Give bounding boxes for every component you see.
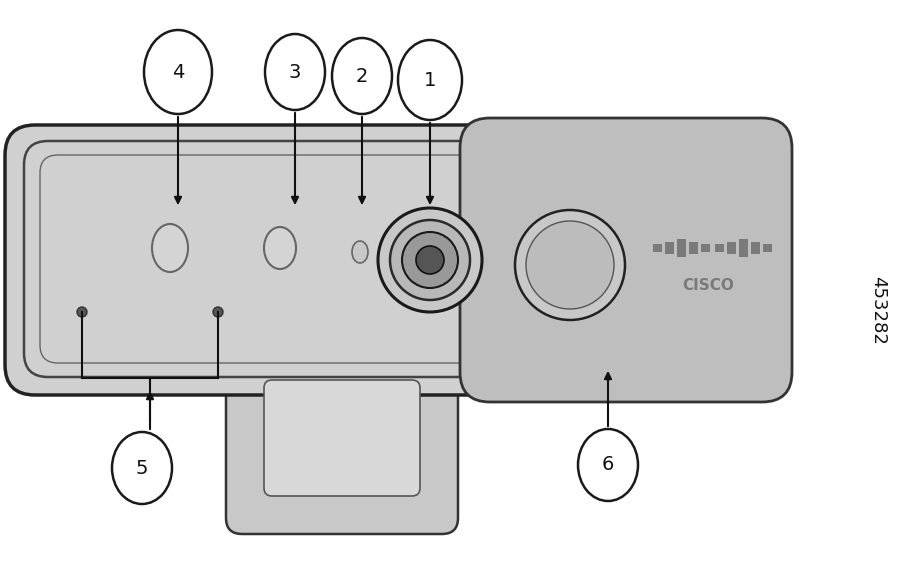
Bar [751,242,760,254]
FancyBboxPatch shape [226,344,458,534]
Circle shape [378,208,482,312]
Text: 453282: 453282 [869,275,887,345]
Text: 4: 4 [172,62,185,81]
Text: 2: 2 [356,66,368,85]
Circle shape [213,307,223,317]
Ellipse shape [398,40,462,120]
Bar [677,239,686,257]
Text: 3: 3 [289,62,301,81]
Circle shape [390,220,470,300]
Ellipse shape [264,227,296,269]
Ellipse shape [112,432,172,504]
Ellipse shape [265,34,325,110]
FancyBboxPatch shape [264,380,420,496]
Text: 5: 5 [136,459,148,478]
Text: 6: 6 [602,455,614,474]
Ellipse shape [332,38,392,114]
Circle shape [526,221,614,309]
FancyBboxPatch shape [460,118,792,402]
Bar [763,244,772,252]
Ellipse shape [152,224,188,272]
Bar [653,244,662,252]
Bar [739,239,748,257]
Ellipse shape [578,429,638,501]
Text: CISCO: CISCO [682,278,734,293]
Circle shape [402,232,458,288]
FancyBboxPatch shape [5,125,785,395]
Text: 1: 1 [424,70,436,89]
Bar [701,244,710,252]
Circle shape [515,210,625,320]
Bar [689,242,698,254]
Circle shape [416,246,444,274]
Bar [665,242,674,254]
Bar [727,242,736,254]
Ellipse shape [352,241,368,263]
Ellipse shape [144,30,212,114]
Bar [715,244,724,252]
Circle shape [77,307,87,317]
